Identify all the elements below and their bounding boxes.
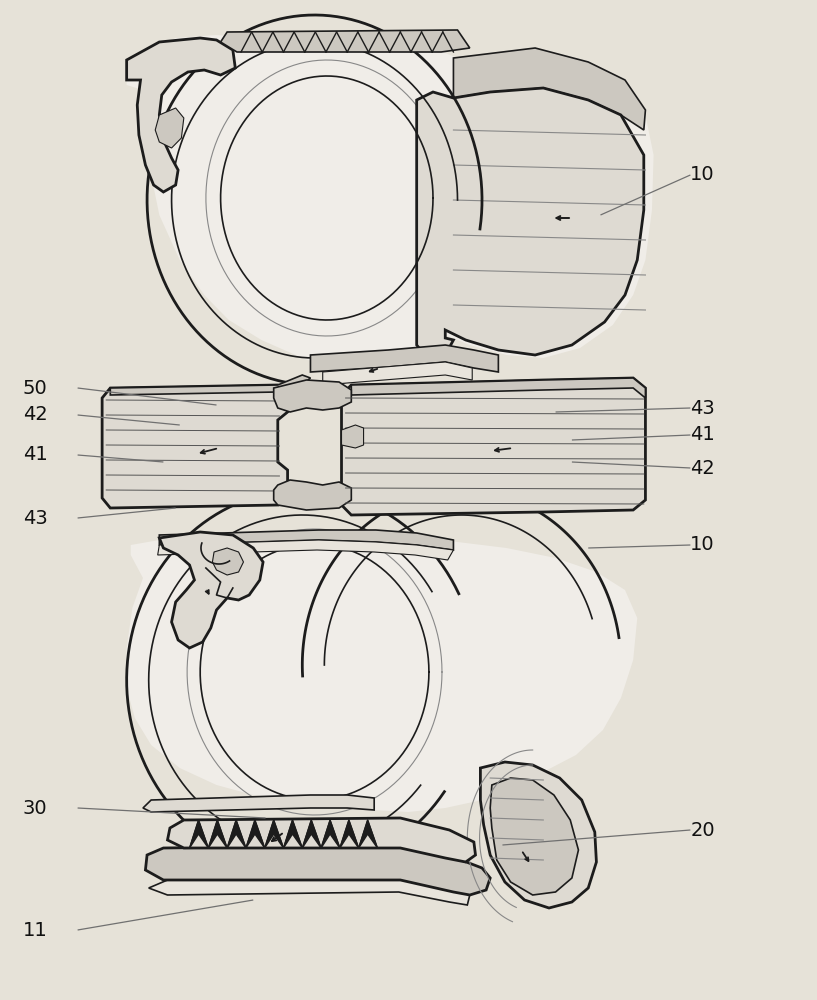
Polygon shape	[149, 878, 470, 905]
Polygon shape	[265, 820, 283, 848]
Polygon shape	[321, 820, 340, 848]
Polygon shape	[453, 48, 645, 130]
Text: 42: 42	[23, 406, 47, 424]
Polygon shape	[221, 30, 470, 52]
Text: 10: 10	[690, 536, 715, 554]
Polygon shape	[143, 795, 374, 812]
Polygon shape	[310, 345, 498, 372]
Polygon shape	[323, 362, 472, 385]
Text: 42: 42	[690, 458, 715, 478]
Text: 41: 41	[23, 446, 47, 464]
Polygon shape	[359, 820, 377, 848]
Polygon shape	[274, 380, 351, 412]
Polygon shape	[480, 762, 596, 908]
Polygon shape	[283, 820, 302, 848]
Polygon shape	[127, 38, 235, 192]
Polygon shape	[342, 425, 364, 448]
Polygon shape	[167, 818, 475, 862]
Polygon shape	[302, 820, 321, 848]
Polygon shape	[208, 820, 227, 848]
Polygon shape	[159, 532, 263, 648]
Text: 11: 11	[23, 920, 47, 940]
Polygon shape	[127, 532, 637, 895]
Polygon shape	[212, 548, 243, 575]
Polygon shape	[351, 378, 645, 398]
Polygon shape	[158, 540, 453, 560]
Polygon shape	[159, 530, 453, 550]
Polygon shape	[110, 375, 310, 395]
Polygon shape	[342, 378, 645, 515]
Polygon shape	[490, 778, 578, 895]
Polygon shape	[145, 845, 490, 895]
Polygon shape	[227, 820, 246, 848]
Text: 43: 43	[690, 398, 715, 418]
Text: 50: 50	[23, 378, 47, 397]
Polygon shape	[340, 820, 359, 848]
Text: 43: 43	[23, 508, 47, 528]
Polygon shape	[246, 820, 265, 848]
Polygon shape	[190, 820, 208, 848]
Polygon shape	[155, 108, 184, 148]
Text: 20: 20	[690, 820, 715, 840]
Text: 10: 10	[690, 165, 715, 184]
Text: 41: 41	[690, 426, 715, 444]
Polygon shape	[127, 35, 654, 372]
Polygon shape	[274, 480, 351, 510]
Polygon shape	[102, 385, 288, 508]
Text: 30: 30	[23, 798, 47, 818]
Polygon shape	[417, 88, 644, 360]
